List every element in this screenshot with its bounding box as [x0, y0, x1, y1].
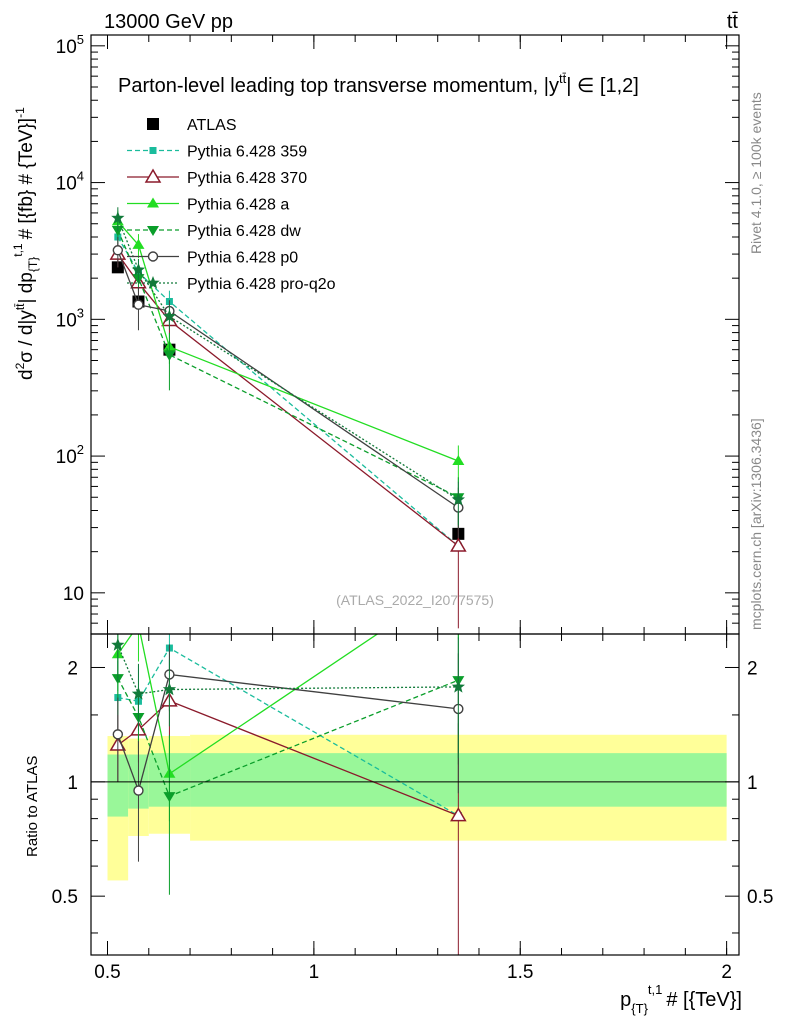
ratio-point-pp0-0: [112, 729, 124, 740]
mcplots-label: mcplots.cern.ch [arXiv:1306.3436]: [748, 418, 764, 630]
x-tick-label-0: 0.5: [94, 962, 120, 983]
legend-marker-atlas: [147, 118, 159, 130]
line-pdw: [117, 229, 459, 498]
y-tick-label-3: 104: [56, 169, 84, 195]
point-p370-3: [450, 537, 467, 552]
legend-item-pa: Pythia 6.428 a: [127, 197, 289, 214]
analysis-watermark: (ATLAS_2022_I2077575): [336, 592, 494, 608]
y-tick-label-2: 103: [56, 305, 84, 331]
legend-marker-pp0: [147, 251, 159, 262]
legend-item-atlas: ATLAS: [147, 117, 237, 134]
legend-label-pdw: Pythia 6.428 dw: [187, 223, 301, 240]
energy-label: 13000 GeV pp: [104, 11, 233, 33]
point-pa-3: [452, 455, 465, 466]
point-pp0-1: [133, 299, 144, 310]
y-axis-label-ratio: Ratio to ATLAS: [24, 756, 41, 857]
ratio-point-pq2o-0: [111, 638, 125, 651]
line-pa: [117, 220, 459, 462]
legend-marker-pa: [147, 197, 159, 208]
y-axis-label-main: d2σ / d|ytt̄| dp{T}t,1# [{fb} # {TeV}]-1: [11, 107, 40, 380]
ratio-point-pq2o-1: [131, 686, 146, 700]
legend-marker-pq2o: [146, 276, 160, 289]
legend-item-p370: Pythia 6.428 370: [127, 168, 307, 187]
point-pdw-2: [163, 350, 176, 361]
ratio-y-tick-label-1: 1: [67, 773, 78, 794]
legend-label-pp0: Pythia 6.428 p0: [187, 250, 298, 267]
y-tick-label-4: 105: [56, 32, 84, 58]
ratio-y-tick-label-2: 2: [67, 658, 78, 679]
ratio-line-pa: [117, 634, 379, 775]
uncertainty-bands: [107, 734, 727, 881]
ratio-series-pq2o: [111, 634, 465, 758]
y-tick-label-0: 10: [63, 584, 84, 605]
legend-label-p359: Pythia 6.428 359: [187, 144, 307, 161]
ratio-point-pp0-1: [133, 785, 144, 796]
x-tick-label-1: 1: [309, 962, 320, 983]
x-axis-label: p{T}t,1 # [{TeV}]: [620, 982, 742, 1016]
legend-label-pa: Pythia 6.428 a: [187, 197, 289, 214]
legend-label-atlas: ATLAS: [187, 117, 237, 134]
series-p359: [114, 223, 462, 550]
point-pq2o-3: [451, 492, 465, 506]
ratio-point-p370-3: [450, 807, 467, 822]
point-pq2o-0: [111, 211, 125, 224]
ratio-y-tick-label-right-2: 2: [747, 658, 758, 679]
ratio-plot-series: [109, 619, 467, 955]
legend: ATLAS Pythia 6.428 359 Pythia 6.428 370 Pyt…: [127, 117, 336, 293]
ratio-y-tick-label-right-1: 1: [747, 773, 758, 794]
ratio-point-pq2o-2: [162, 682, 177, 696]
ratio-y-tick-label-0: 0.5: [52, 887, 78, 908]
legend-marker-p359: [149, 147, 157, 154]
ratio-line-pdw: [117, 677, 459, 798]
main-plot-series: [109, 207, 467, 629]
legend-item-pdw: Pythia 6.428 dw: [127, 223, 301, 240]
point-pp0-0: [112, 245, 124, 256]
legend-marker-pdw: [147, 226, 159, 236]
legend-item-p359: Pythia 6.428 359: [127, 144, 307, 161]
point-pa-1: [132, 238, 145, 249]
x-tick-label-2: 1.5: [507, 962, 533, 983]
series-atlas: [111, 261, 465, 540]
legend-marker-p370: [144, 168, 162, 183]
line-pp0: [117, 250, 459, 509]
ratio-point-pa-1: [132, 619, 144, 629]
rivet-version-label: Rivet 4.1.0, ≥ 100k events: [748, 92, 764, 254]
ratio-line-pq2o: [117, 644, 459, 695]
ratio-point-pq2o-3: [451, 679, 465, 693]
plot-title: Parton-level leading top transverse mome…: [118, 71, 639, 97]
ratio-line-p359: [117, 647, 459, 817]
series-pq2o: [111, 207, 465, 526]
axes-ticks: 0.5 1 1.5 2 10 102 103 104 105 0.5 0.5 1 1 2 2: [52, 32, 774, 983]
legend-label-p370: Pythia 6.428 370: [187, 170, 307, 187]
x-tick-label-3: 2: [721, 962, 732, 983]
band-inner-0: [107, 754, 129, 817]
point-pq2o-2: [162, 309, 177, 323]
line-p370: [117, 253, 459, 547]
ratio-line-pp0: [117, 673, 459, 793]
ratio-series-p370: [109, 670, 467, 955]
ratio-line-p370: [117, 700, 459, 817]
process-label: tt̄: [727, 11, 739, 33]
series-p370: [109, 243, 467, 629]
ratio-point-pdw-2: [163, 792, 176, 803]
y-tick-label-1: 102: [56, 442, 84, 468]
legend-label-pq2o: Pythia 6.428 pro-q2o: [187, 276, 336, 293]
legend-item-pq2o: Pythia 6.428 pro-q2o: [127, 276, 336, 293]
point-pq2o-1: [131, 262, 146, 276]
ratio-plot-frame: [90, 633, 740, 956]
legend-item-pp0: Pythia 6.428 p0: [127, 250, 298, 267]
ratio-y-tick-label-right-0: 0.5: [747, 887, 773, 908]
